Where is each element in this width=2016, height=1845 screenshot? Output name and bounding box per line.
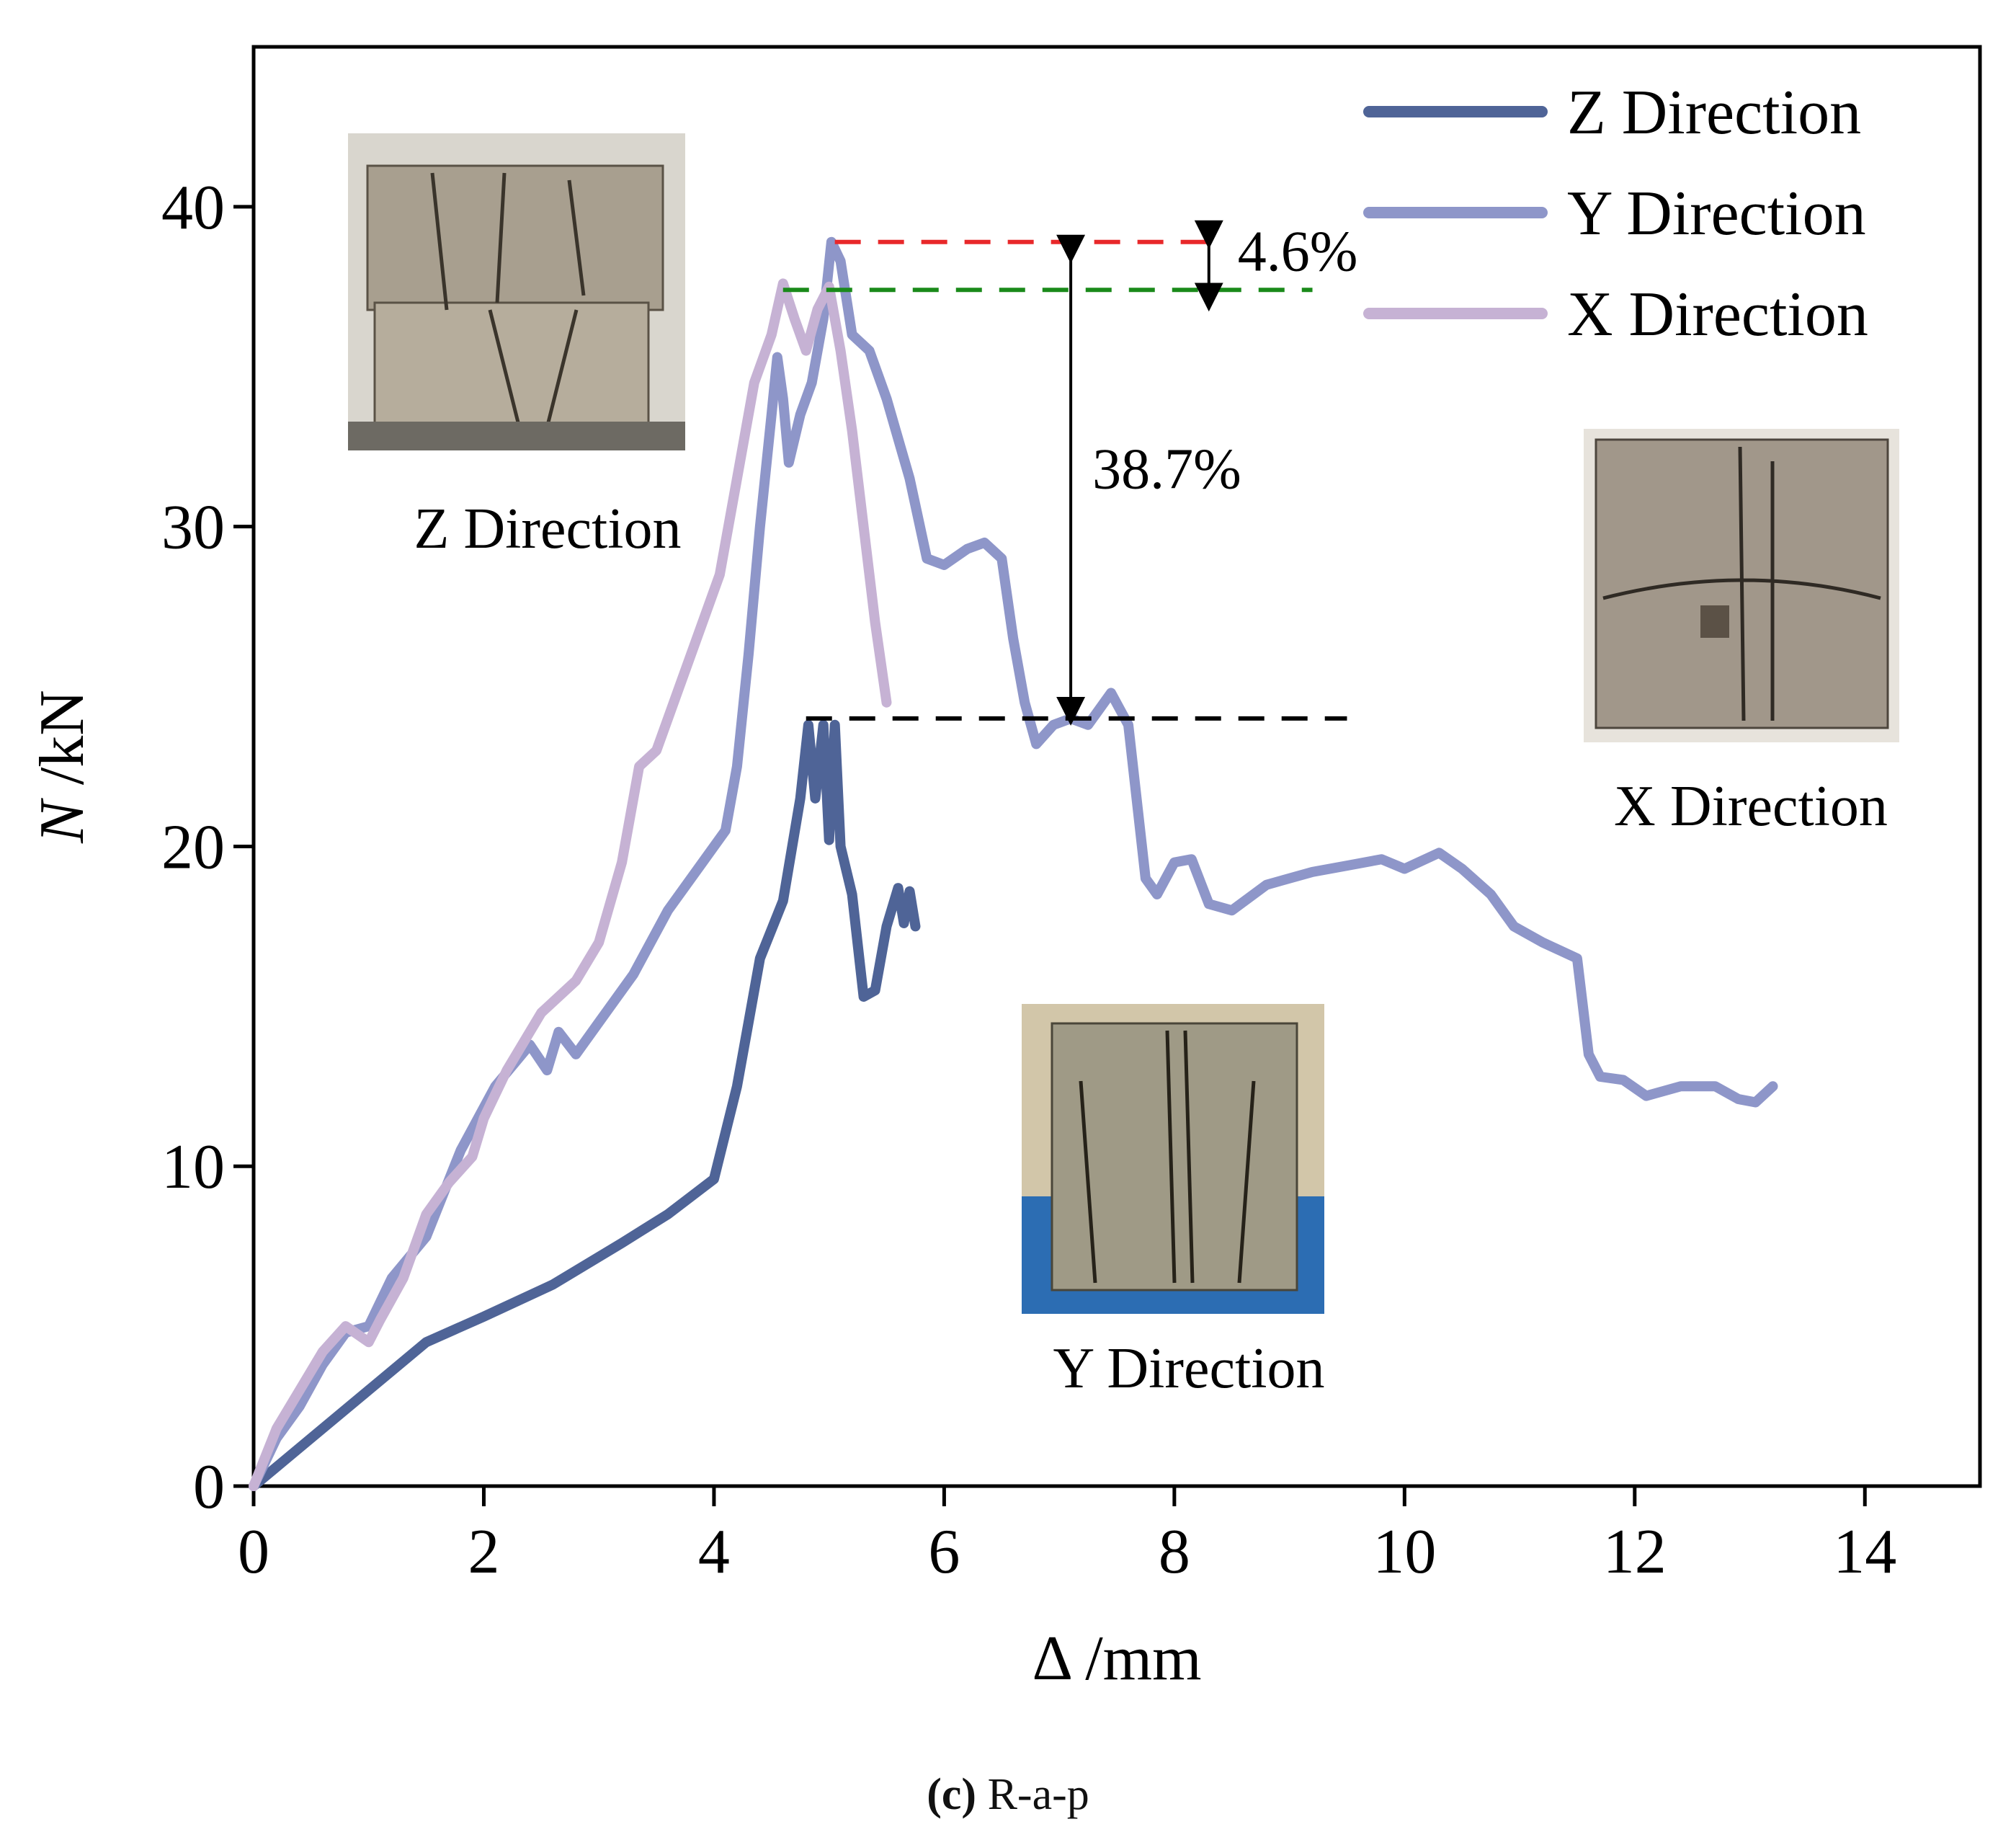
x-tick-label: 14 bbox=[1833, 1517, 1896, 1587]
x-tick-label: 6 bbox=[928, 1517, 960, 1587]
y-axis-title: N /kN bbox=[27, 690, 97, 844]
x-tick-label: 4 bbox=[698, 1517, 730, 1587]
y-tick-label: 30 bbox=[161, 493, 225, 563]
y-tick-label: 0 bbox=[193, 1452, 225, 1522]
caption-text: R-a-p bbox=[976, 1770, 1089, 1819]
photo-caption-x: X Direction bbox=[1614, 775, 1888, 838]
photo-y-direction bbox=[1022, 1004, 1324, 1314]
y-tick-label: 10 bbox=[161, 1132, 225, 1202]
x-tick-label: 0 bbox=[238, 1517, 269, 1587]
x-tick-label: 2 bbox=[468, 1517, 499, 1587]
figure-caption: (c) R-a-p bbox=[0, 1769, 2016, 1820]
series-line-0 bbox=[249, 719, 921, 1491]
y-tick-label: 40 bbox=[161, 173, 225, 243]
series-line-1 bbox=[249, 236, 1778, 1491]
series-line-2 bbox=[249, 278, 892, 1491]
x-tick-label: 12 bbox=[1603, 1517, 1667, 1587]
plot-frame bbox=[251, 45, 1982, 1488]
annotation-38-7: 38.7% bbox=[1092, 437, 1241, 501]
y-tick-label: 20 bbox=[161, 812, 225, 882]
photo-z-direction bbox=[348, 133, 685, 450]
x-axis-title: Δ /mm bbox=[1032, 1624, 1201, 1694]
legend-label-1: Y Direction bbox=[1567, 179, 1866, 249]
y-axis-title-unit: /kN bbox=[27, 690, 97, 801]
photo-caption-z: Z Direction bbox=[414, 497, 682, 561]
photo-x-direction bbox=[1584, 429, 1899, 742]
caption-letter: (c) bbox=[927, 1770, 977, 1819]
photo-caption-y: Y Direction bbox=[1053, 1337, 1325, 1400]
annotation-4-6: 4.6% bbox=[1238, 221, 1358, 284]
x-tick-label: 10 bbox=[1373, 1517, 1436, 1587]
legend-label-0: Z Direction bbox=[1567, 78, 1861, 148]
x-tick-label: 8 bbox=[1159, 1517, 1190, 1587]
y-axis-title-symbol: N bbox=[27, 798, 97, 844]
legend-label-2: X Direction bbox=[1567, 280, 1868, 350]
